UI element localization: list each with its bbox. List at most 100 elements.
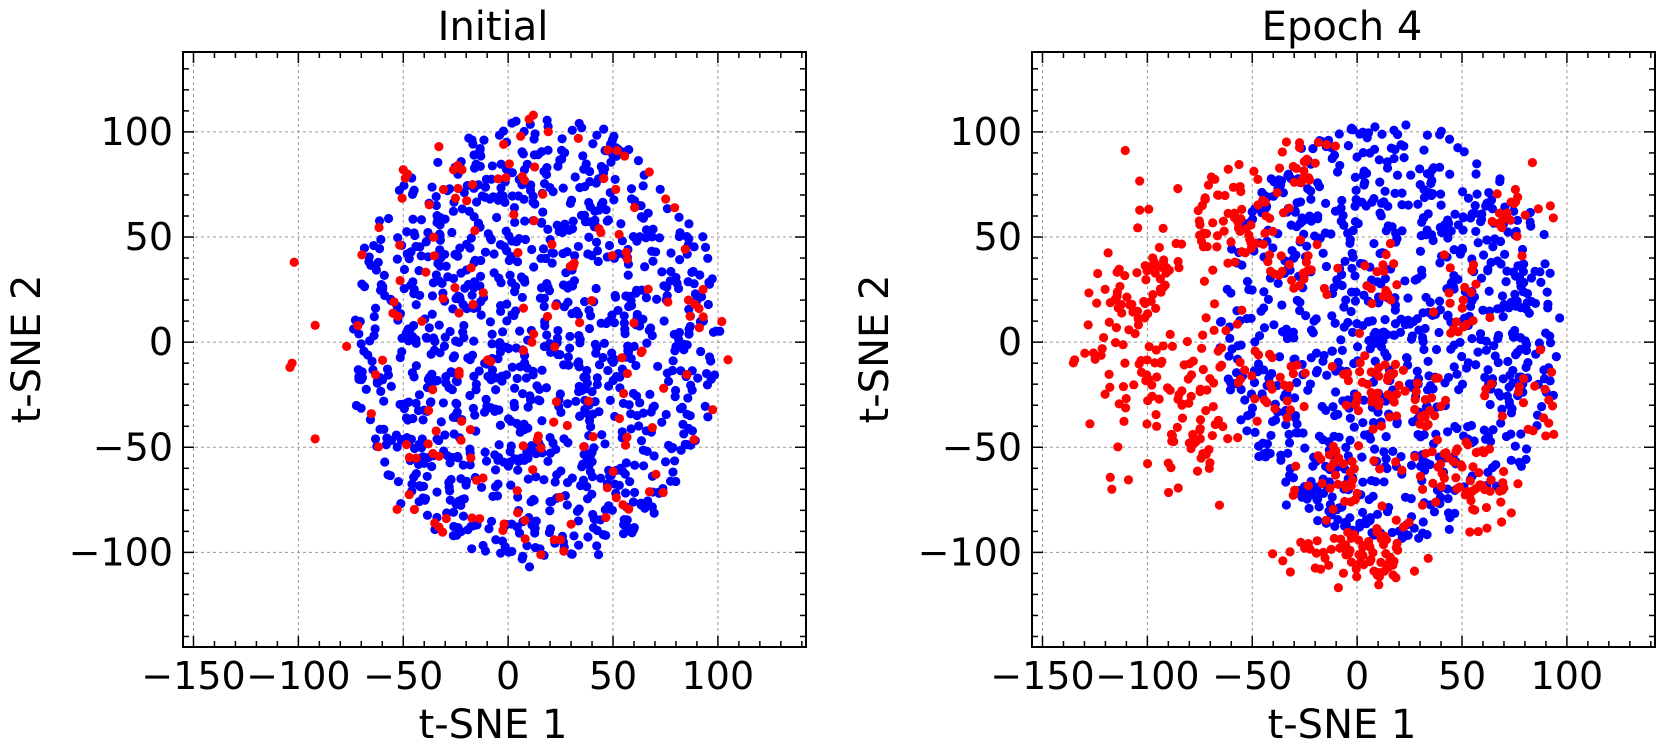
data-point-blue xyxy=(642,338,652,348)
data-point-blue xyxy=(1417,270,1427,280)
data-point-blue xyxy=(414,390,425,400)
data-point-blue xyxy=(660,457,671,467)
data-point-blue xyxy=(647,246,657,256)
data-point-blue xyxy=(1290,393,1300,403)
data-point-red xyxy=(1284,382,1294,393)
data-point-blue xyxy=(553,325,563,336)
data-point-blue xyxy=(1302,241,1312,251)
data-point-blue xyxy=(369,240,379,251)
data-point-blue xyxy=(1545,376,1555,386)
data-point-blue xyxy=(635,398,645,408)
data-point-red xyxy=(1465,490,1475,500)
data-point-blue xyxy=(564,360,574,370)
data-point-blue xyxy=(1521,444,1532,454)
data-point-red xyxy=(611,184,621,194)
data-point-red xyxy=(1360,351,1370,361)
data-point-blue xyxy=(1436,189,1446,199)
data-point-blue xyxy=(620,324,630,334)
data-point-blue xyxy=(1506,408,1517,418)
data-point-blue xyxy=(1530,298,1541,309)
data-point-blue xyxy=(1311,348,1322,358)
data-point-red xyxy=(1513,479,1523,489)
data-point-red xyxy=(468,179,478,190)
data-point-red xyxy=(457,165,467,175)
data-point-blue xyxy=(391,430,402,440)
x-tick-label: 100 xyxy=(682,654,755,698)
data-point-blue xyxy=(416,251,426,261)
data-point-blue xyxy=(1495,174,1505,184)
data-point-blue xyxy=(366,260,376,271)
data-point-blue xyxy=(1225,333,1235,343)
data-point-blue xyxy=(1389,153,1399,164)
data-point-blue xyxy=(545,524,556,534)
data-point-blue xyxy=(1406,334,1417,344)
data-point-blue xyxy=(668,442,678,453)
data-point-blue xyxy=(704,352,715,362)
data-point-red xyxy=(1352,572,1362,582)
data-point-blue xyxy=(380,457,390,467)
data-point-blue xyxy=(1401,120,1411,130)
data-point-blue xyxy=(392,442,402,452)
data-point-blue xyxy=(373,257,383,267)
data-point-blue xyxy=(1480,372,1490,382)
data-point-red xyxy=(1080,348,1090,358)
data-point-blue xyxy=(1369,238,1379,249)
data-point-red xyxy=(357,250,367,260)
data-point-red xyxy=(1201,406,1211,416)
data-point-blue xyxy=(575,338,585,348)
data-point-blue xyxy=(1390,188,1400,198)
data-point-blue xyxy=(1488,242,1498,252)
data-point-red xyxy=(466,263,476,273)
data-point-blue xyxy=(599,338,609,348)
data-point-red xyxy=(467,513,477,523)
data-point-red xyxy=(1326,544,1336,554)
data-point-blue xyxy=(1526,221,1536,231)
data-point-blue xyxy=(703,253,713,263)
data-point-red xyxy=(1163,487,1174,498)
data-point-red xyxy=(1461,437,1471,447)
data-point-blue xyxy=(1284,438,1295,448)
data-point-blue xyxy=(603,365,613,376)
data-point-red xyxy=(1303,481,1313,491)
data-point-red xyxy=(1290,485,1300,495)
data-point-blue xyxy=(652,294,662,304)
data-point-blue xyxy=(461,480,471,490)
data-point-red xyxy=(622,368,632,379)
data-point-blue xyxy=(670,456,680,466)
data-point-blue xyxy=(382,433,392,443)
plot-frame xyxy=(182,51,807,648)
data-point-red xyxy=(1154,242,1164,253)
data-point-red xyxy=(1121,403,1131,413)
data-point-blue xyxy=(581,449,592,459)
data-point-blue xyxy=(483,371,493,381)
data-point-blue xyxy=(408,214,418,224)
data-point-red xyxy=(1350,495,1360,505)
data-point-blue xyxy=(466,233,476,243)
data-point-red xyxy=(555,535,566,545)
data-point-blue xyxy=(638,213,648,223)
data-point-blue xyxy=(526,497,536,507)
data-point-red xyxy=(536,443,546,453)
data-point-blue xyxy=(1374,335,1385,345)
data-point-blue xyxy=(1363,128,1374,138)
data-point-blue xyxy=(506,480,516,490)
data-point-blue xyxy=(529,150,540,160)
data-point-red xyxy=(373,442,384,452)
data-point-red xyxy=(1354,328,1365,339)
data-point-red xyxy=(1141,275,1151,285)
data-point-blue xyxy=(1473,347,1483,357)
data-point-red xyxy=(1341,400,1351,410)
data-point-blue xyxy=(543,224,553,234)
data-point-red xyxy=(1389,259,1399,269)
data-point-red xyxy=(472,475,482,485)
data-point-blue xyxy=(1350,172,1360,182)
data-point-red xyxy=(1533,204,1543,214)
data-point-red xyxy=(575,318,585,328)
data-point-red xyxy=(1135,176,1145,186)
data-point-blue xyxy=(666,248,676,258)
data-point-blue xyxy=(469,277,480,287)
data-point-blue xyxy=(556,407,566,418)
data-point-blue xyxy=(593,549,604,560)
data-point-red xyxy=(1268,226,1278,236)
data-point-blue xyxy=(1375,177,1385,187)
